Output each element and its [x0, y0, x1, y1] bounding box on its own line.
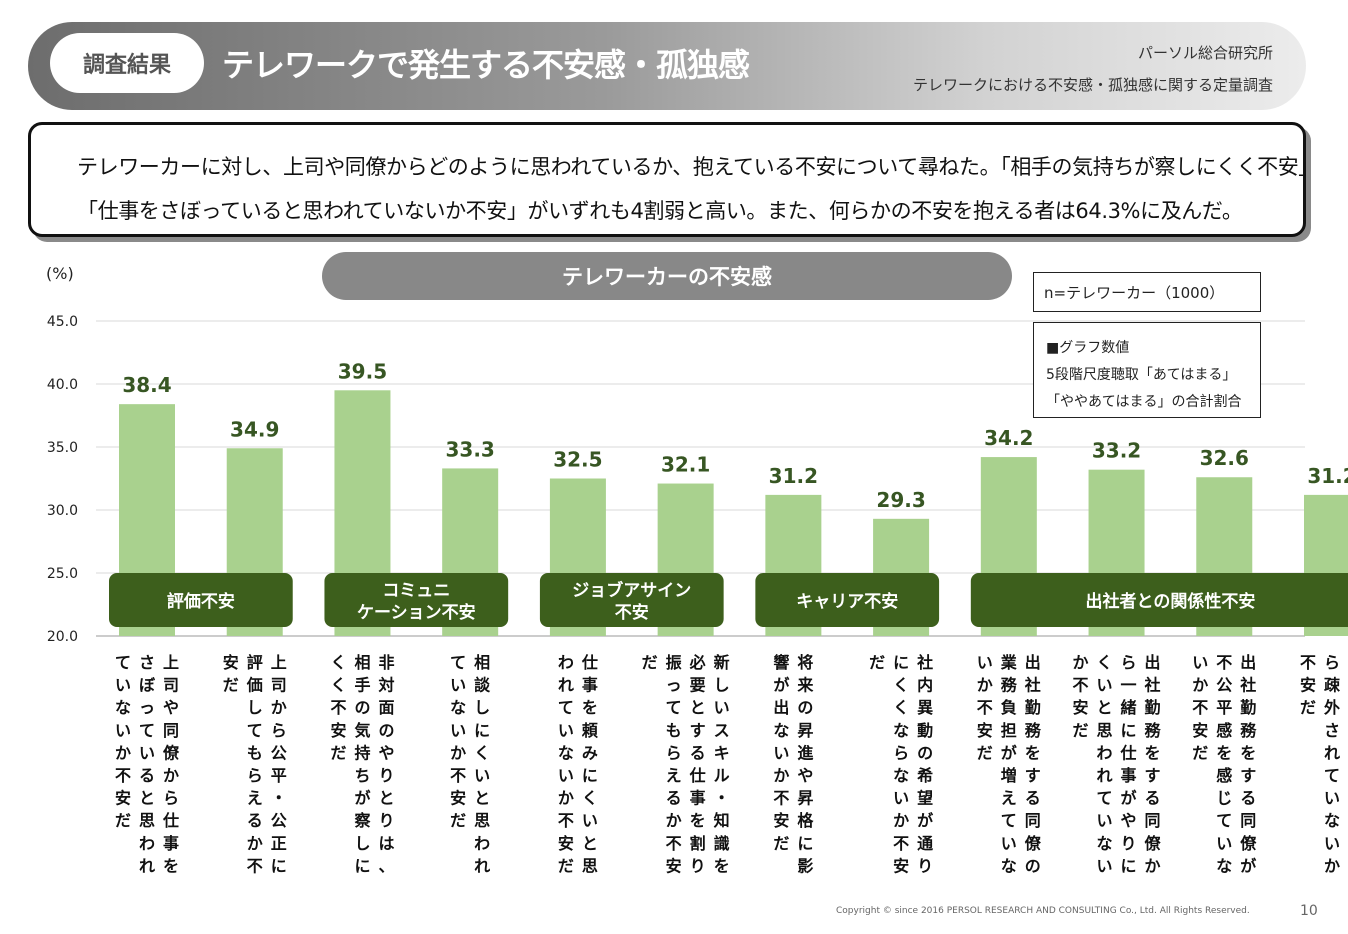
bar-value-label: 33.2 [1092, 439, 1141, 463]
category-group-band [324, 573, 509, 627]
y-axis-unit-label: (%) [46, 264, 74, 283]
x-category-label: 新しいスキル・知識を必要とする仕事を割り振ってもらえるか不安だ [642, 653, 730, 875]
bar-value-label: 31.2 [769, 464, 818, 488]
y-tick-label: 25.0 [47, 566, 78, 582]
bar-value-label: 29.3 [876, 488, 925, 512]
bar-value-label: 33.3 [446, 437, 495, 461]
category-group-label: 不安 [615, 602, 649, 623]
bar-value-label: 32.6 [1200, 446, 1249, 470]
value-note-line-3: 「ややあてはまる」の合計割合 [1046, 394, 1242, 410]
x-category-label: 仕事を頼みにくいと思われていないか不安だ [558, 653, 599, 875]
x-category-label: 上司から公平・公正に評価してもらえるか不安だ [223, 653, 287, 875]
y-tick-label: 35.0 [47, 440, 78, 456]
category-group-band [755, 573, 940, 627]
x-category-label: 出社勤務をする同僚の業務負担が増えていないか不安だ [977, 653, 1042, 875]
summary-line-2: 「仕事をさぼっていると思われていないか不安」がいずれも4割弱と高い。また、何らか… [77, 199, 1243, 223]
category-group-label: ジョブアサイン [572, 580, 691, 601]
x-category-label: 上司や同僚から仕事をさぼっていると思われていないか不安だ [115, 653, 180, 875]
x-category-label: 非対面のやりとりは、相手の気持ちが察しにくく不安だ [330, 653, 394, 875]
summary-box: テレワーカーに対し、上司や同僚からどのように思われているか、抱えている不安につい… [28, 122, 1319, 237]
bar-value-label: 38.4 [122, 373, 171, 397]
header-banner [28, 22, 1306, 110]
value-note-line-1: ■グラフ数値 [1046, 340, 1130, 356]
survey-name: テレワークにおける不安感・孤独感に関する定量調査 [912, 76, 1273, 94]
bar-value-label: 34.9 [230, 417, 279, 441]
summary-line-1: テレワーカーに対し、上司や同僚からどのように思われているか、抱えている不安につい… [77, 155, 1319, 179]
bar-value-label: 39.5 [338, 359, 387, 383]
x-category-label: 出社勤務をする同僚が不公平感を感じていないか不安だ [1192, 653, 1257, 875]
x-category-label: 社内異動の希望が通りにくくならないか不安だ [869, 653, 933, 875]
y-tick-label: 20.0 [47, 629, 78, 645]
page-title: テレワークで発生する不安感・孤独感 [222, 46, 750, 84]
copyright-footer: Copyright © since 2016 PERSOL RESEARCH A… [836, 906, 1250, 916]
section-badge: 調査結果 [50, 33, 204, 93]
category-group-label: キャリア不安 [796, 591, 898, 612]
sample-size-note: n=テレワーカー（1000） [1033, 272, 1261, 312]
category-group-band [970, 573, 1348, 627]
category-group-label: コミュニ [382, 581, 450, 601]
x-category-label: 相談しにくいと思われていないか不安だ [450, 653, 491, 875]
y-tick-label: 40.0 [47, 377, 78, 393]
x-category-label: 出社勤務をする同僚から疎外されていないか不安だ [1300, 653, 1348, 875]
category-group-label: 出社者との関係性不安 [1085, 591, 1255, 612]
y-tick-label: 45.0 [47, 314, 78, 330]
x-category-label: 出社勤務をする同僚から一緒に仕事がやりにくいと思われていないか不安だ [1073, 653, 1162, 875]
y-tick-label: 30.0 [47, 503, 78, 519]
value-note-line-2: 5段階尺度聴取「あてはまる」 [1046, 367, 1237, 383]
category-group-label: ケーション不安 [357, 602, 476, 623]
chart-header-pill: テレワーカーの不安感 [322, 252, 1012, 300]
x-category-label: 将来の昇進や昇格に影響が出ないか不安だ [773, 653, 814, 875]
category-group-label: 評価不安 [167, 591, 235, 612]
bar-value-label: 34.2 [984, 426, 1033, 450]
category-group-band [539, 573, 724, 627]
value-definition-note: ■グラフ数値 5段階尺度聴取「あてはまる」 「ややあてはまる」の合計割合 [1033, 322, 1261, 418]
bar-value-label: 32.5 [553, 448, 602, 472]
page-number: 10 [1300, 903, 1318, 919]
organization-name: パーソル総合研究所 [1137, 44, 1273, 62]
bar-value-label: 32.1 [661, 453, 710, 477]
bar-value-label: 31.2 [1307, 464, 1348, 488]
category-group-band [109, 573, 293, 627]
